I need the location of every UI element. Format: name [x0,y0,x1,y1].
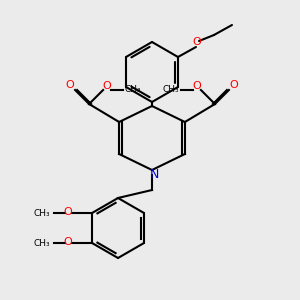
Text: O: O [64,207,72,217]
Text: CH₃: CH₃ [34,238,50,247]
Text: N: N [149,167,159,181]
Text: O: O [193,81,201,91]
Text: O: O [103,81,112,91]
Text: O: O [66,80,74,90]
Text: O: O [230,80,238,90]
Text: O: O [64,237,72,247]
Text: O: O [193,37,201,47]
Text: CH₃: CH₃ [34,208,50,217]
Text: CH₃: CH₃ [163,85,179,94]
Text: CH₃: CH₃ [125,85,141,94]
